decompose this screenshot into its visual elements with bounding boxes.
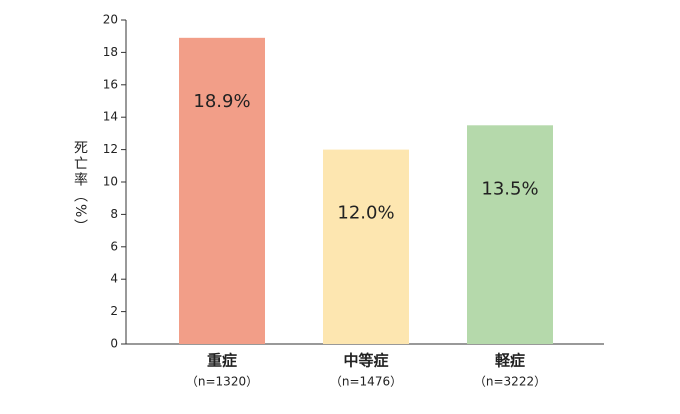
y-tick-label: 0 [110, 337, 118, 351]
bar [179, 37, 265, 344]
y-tick-label: 4 [110, 272, 118, 286]
y-tick-label: 12 [103, 142, 118, 156]
x-tick-label: 重症 [207, 352, 237, 370]
x-tick-label: 軽症 [495, 352, 525, 370]
y-tick-label: 16 [103, 77, 118, 91]
value-label: 12.0% [337, 203, 394, 224]
y-tick-label: 10 [103, 175, 118, 189]
bar [323, 149, 409, 344]
y-axis-label: 死亡率（%） [72, 140, 88, 235]
y-tick-label: 20 [103, 13, 118, 27]
y-tick-label: 2 [110, 304, 118, 318]
y-tick-label: 8 [110, 207, 118, 221]
x-tick-sublabel: （n=1320） [186, 375, 258, 389]
bar [467, 125, 553, 344]
x-tick-sublabel: （n=3222） [474, 375, 546, 389]
y-tick-label: 6 [110, 239, 118, 253]
x-tick-sublabel: （n=1476） [330, 375, 402, 389]
y-tick-label: 18 [103, 45, 118, 59]
value-label: 18.9% [193, 91, 250, 112]
y-tick-label: 14 [103, 110, 118, 124]
x-tick-label: 中等症 [343, 352, 388, 370]
value-label: 13.5% [481, 178, 538, 199]
